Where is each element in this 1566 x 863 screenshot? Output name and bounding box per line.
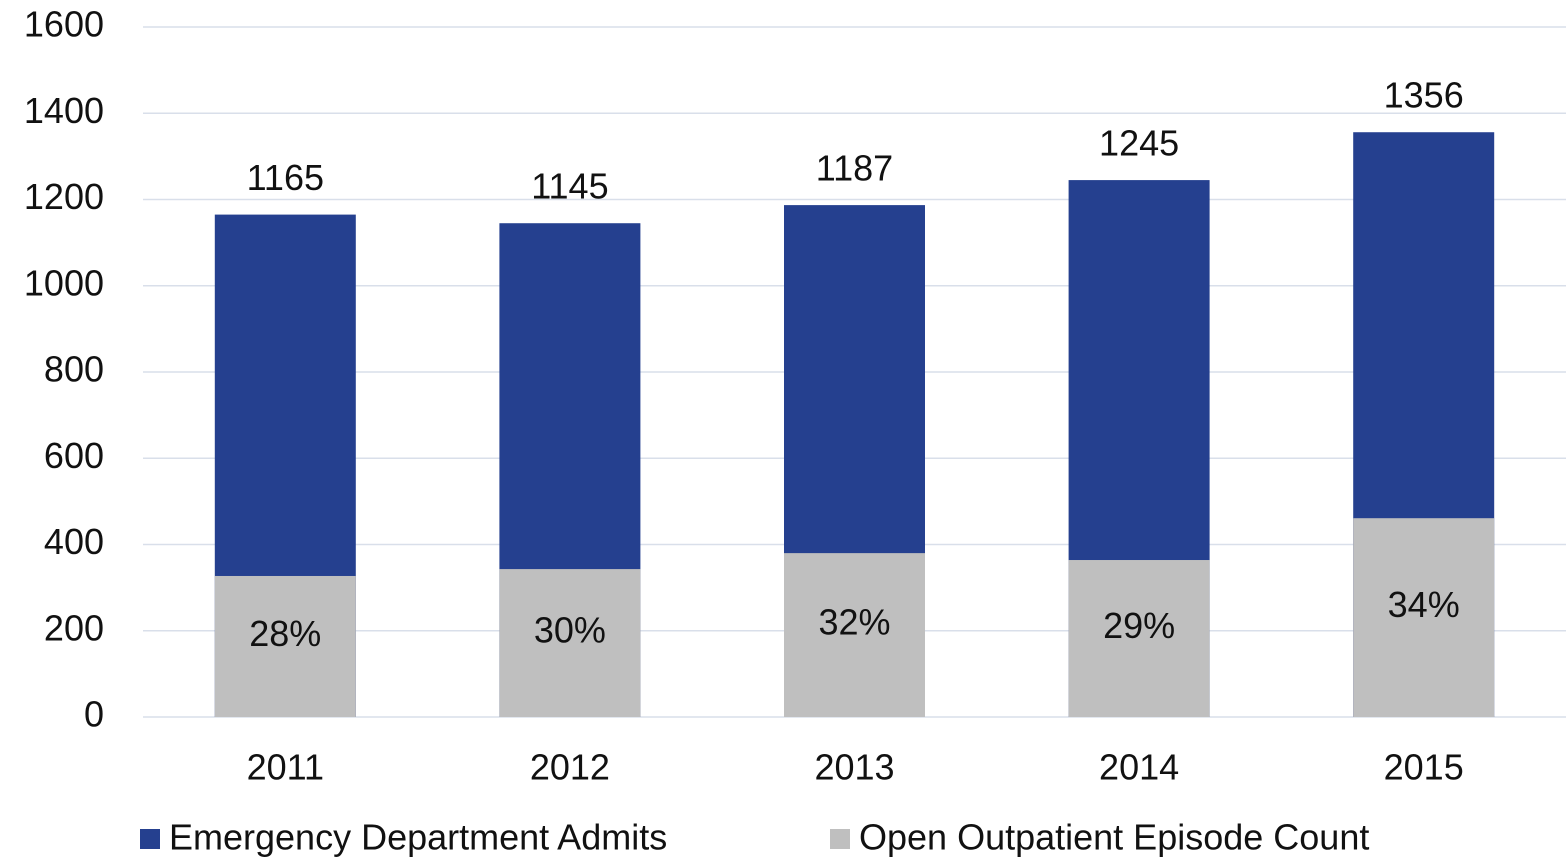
y-tick-label: 200 (44, 607, 104, 648)
x-tick-label: 2011 (247, 747, 324, 788)
value-label: 1187 (816, 148, 893, 189)
value-label: 1245 (1099, 123, 1179, 164)
y-tick-label: 600 (44, 435, 104, 476)
legend-label: Open Outpatient Episode Count (859, 817, 1369, 858)
x-tick-label: 2014 (1099, 747, 1179, 788)
x-tick-label: 2015 (1384, 747, 1464, 788)
legend-swatch (140, 829, 160, 849)
legend-swatch (830, 829, 850, 849)
y-tick-label: 0 (84, 694, 104, 735)
y-tick-label: 1200 (24, 176, 104, 217)
bar (784, 553, 925, 717)
bar (214, 575, 356, 717)
x-tick-label: 2012 (530, 747, 610, 788)
bar (499, 569, 641, 717)
percent-label: 32% (818, 602, 890, 643)
y-tick-label: 800 (44, 349, 104, 390)
percent-label: 28% (249, 613, 321, 654)
bar (1353, 518, 1495, 717)
percent-label: 29% (1103, 605, 1175, 646)
y-tick-label: 1400 (24, 90, 104, 131)
value-label: 1356 (1384, 75, 1464, 116)
bar (1068, 560, 1210, 717)
x-tick-label: 2013 (814, 747, 894, 788)
y-tick-label: 1000 (24, 262, 104, 303)
percent-label: 30% (534, 610, 606, 651)
legend-label: Emergency Department Admits (169, 817, 667, 858)
y-tick-label: 400 (44, 521, 104, 562)
value-label: 1145 (531, 166, 608, 207)
y-tick-label: 1600 (24, 4, 104, 45)
percent-label: 34% (1388, 584, 1460, 625)
value-label: 1165 (247, 157, 324, 198)
